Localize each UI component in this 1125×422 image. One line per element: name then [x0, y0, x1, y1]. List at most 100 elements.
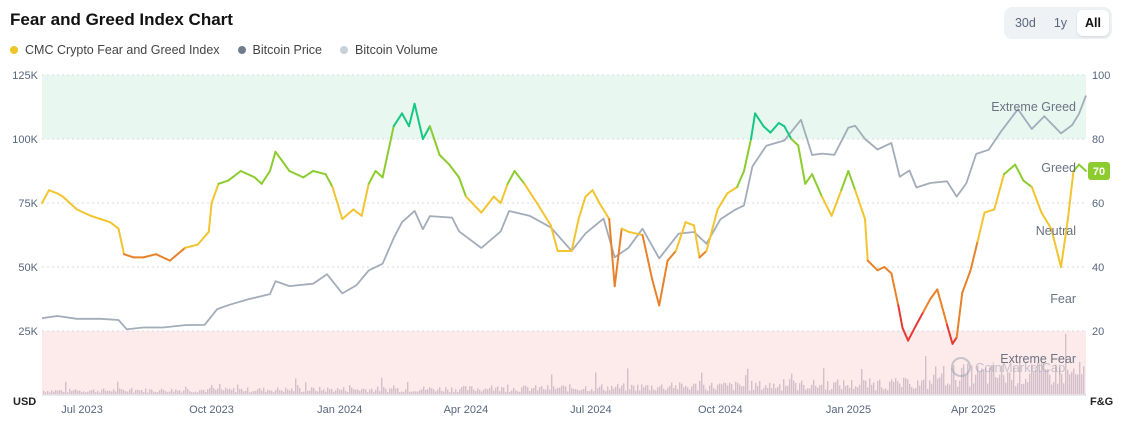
volume-bar: [1023, 383, 1025, 394]
volume-bar: [1065, 334, 1067, 394]
volume-bar: [735, 381, 737, 394]
volume-bar: [165, 391, 167, 394]
volume-bar: [815, 385, 817, 394]
volume-bar: [125, 391, 127, 394]
volume-bar: [501, 387, 503, 394]
volume-bar: [901, 387, 903, 394]
volume-bar: [189, 391, 191, 394]
volume-bar: [381, 377, 383, 394]
volume-bar: [545, 389, 547, 394]
fear-greed-segment: [804, 173, 814, 185]
fear-greed-segment: [1072, 163, 1080, 172]
volume-bar: [607, 386, 609, 394]
current-value-badge: [1088, 162, 1110, 180]
volume-bar: [257, 389, 259, 394]
volume-bar: [121, 389, 123, 394]
volume-bar: [247, 387, 249, 394]
volume-bar: [395, 388, 397, 394]
volume-bar: [775, 388, 777, 394]
volume-bar: [445, 387, 447, 394]
fear-greed-segment: [754, 112, 765, 128]
fear-greed-segment: [1066, 170, 1075, 220]
volume-bar: [379, 391, 381, 394]
volume-bar: [945, 385, 947, 394]
zone-band-0: [42, 75, 1086, 139]
volume-bar: [937, 378, 939, 394]
fear-greed-segment: [883, 266, 893, 275]
volume-bar: [1021, 384, 1023, 394]
volume-bar: [337, 387, 339, 394]
volume-bar: [869, 378, 871, 394]
volume-bar: [903, 377, 905, 394]
volume-bar: [281, 390, 283, 394]
volume-bar: [683, 387, 685, 394]
volume-bar: [905, 378, 907, 394]
volume-bar: [365, 389, 367, 394]
volume-bar: [183, 390, 185, 394]
fear-greed-segment: [374, 170, 384, 179]
fear-greed-segment: [820, 195, 833, 217]
legend-item-bitcoin-volume[interactable]: Bitcoin Volume: [340, 43, 438, 57]
volume-bar: [85, 392, 87, 394]
volume-bar: [387, 392, 389, 394]
fear-greed-segment: [961, 269, 972, 294]
legend-item-fear-greed[interactable]: CMC Crypto Fear and Greed Index: [10, 43, 220, 57]
fear-greed-segment: [620, 227, 630, 233]
volume-bar: [99, 392, 101, 394]
volume-bar: [769, 382, 771, 394]
volume-bar: [1039, 370, 1041, 394]
fear-greed-segment: [993, 173, 1005, 211]
volume-bar: [1049, 374, 1051, 394]
fear-greed-segment: [269, 150, 277, 172]
volume-bar: [707, 390, 709, 394]
fear-greed-segment: [570, 218, 580, 252]
volume-bar: [205, 391, 207, 394]
fear-greed-segment: [907, 323, 918, 342]
volume-bar: [911, 387, 913, 394]
volume-bar: [89, 390, 91, 394]
fear-greed-segment: [1003, 163, 1017, 176]
volume-bar: [783, 379, 785, 394]
volume-bar: [871, 384, 873, 394]
volume-bar: [423, 386, 425, 394]
volume-bar: [167, 392, 169, 394]
fear-greed-segment: [1030, 186, 1043, 214]
volume-bar: [145, 388, 147, 394]
zone-label: Greed: [1041, 161, 1076, 175]
range-all-button[interactable]: All: [1077, 10, 1109, 36]
volume-bar: [261, 390, 263, 394]
volume-bar: [83, 391, 85, 394]
volume-bar: [691, 386, 693, 394]
volume-bar: [493, 390, 495, 394]
volume-bar: [757, 386, 759, 394]
volume-bar: [719, 383, 721, 394]
legend-item-bitcoin-price[interactable]: Bitcoin Price: [237, 43, 322, 57]
right-axis-tick: 20: [1092, 326, 1104, 338]
fear-greed-segment: [658, 259, 669, 307]
volume-bar: [1027, 382, 1029, 394]
volume-bar: [211, 384, 213, 394]
fear-greed-segment: [854, 189, 866, 220]
left-axis-tick: 50K: [18, 262, 38, 274]
volume-bar: [77, 390, 79, 394]
volume-bar: [503, 387, 505, 394]
right-axis-tick: 100: [1092, 70, 1110, 82]
fear-greed-segment: [743, 138, 752, 172]
volume-bar: [679, 382, 681, 394]
fear-greed-segment: [381, 125, 395, 179]
fear-greed-segment: [876, 266, 886, 272]
volume-bar: [767, 387, 769, 394]
range-30d-button[interactable]: 30d: [1007, 10, 1044, 36]
volume-bar: [649, 390, 651, 394]
fear-greed-segment: [666, 250, 677, 262]
volume-bar: [711, 382, 713, 394]
volume-bar: [97, 390, 99, 394]
legend-label: CMC Crypto Fear and Greed Index: [25, 43, 220, 57]
volume-bar: [385, 388, 387, 394]
volume-bar: [931, 383, 933, 394]
volume-bar: [1059, 367, 1061, 394]
fear-greed-segment: [591, 189, 601, 204]
range-1y-button[interactable]: 1y: [1046, 10, 1075, 36]
volume-bar: [875, 390, 877, 394]
